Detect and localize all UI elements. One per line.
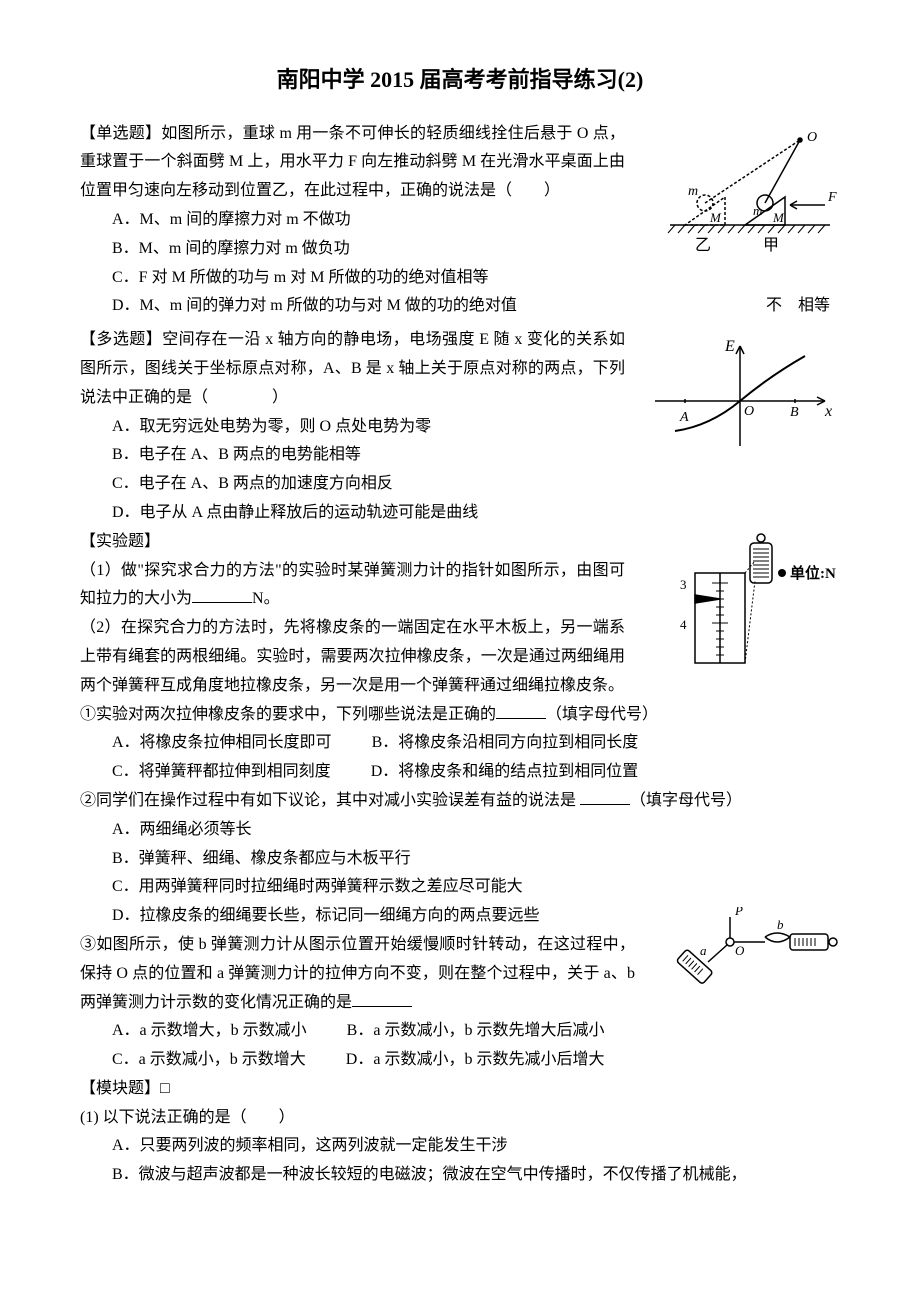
svg-text:单位:N: 单位:N [790,564,836,582]
q3-blank-3 [580,788,630,805]
q3-s3-row2: C．a 示数减小，b 示数增大D．a 示数减小，b 示数先减小后增大 [80,1046,840,1075]
q3-sub3-figure: P O a b [650,907,840,1008]
q3-blank-4 [352,990,412,1007]
svg-text:A: A [679,410,689,425]
q3-s1-row2: C．将弹簧秤都拉伸到相同刻度D．将橡皮条和绳的结点拉到相同位置 [80,758,840,787]
q4-p1: (1) 以下说法正确的是（ ） [80,1104,840,1133]
q3-sub2: ②同学们在操作过程中有如下议论，其中对减小实验误差有益的说法是 （填字母代号） [80,787,840,816]
q2-figure: E x A B O [640,331,840,462]
q4-option-b: B．微波与超声波都是一种波长较短的电磁波；微波在空气中传播时，不仅传播了机械能， [80,1161,840,1190]
q2-option-d: D．电子从 A 点由静止释放后的运动轨迹可能是曲线 [80,499,840,528]
q3-s2-a: A．两细绳必须等长 [80,816,840,845]
svg-text:O: O [807,130,817,145]
q4-option-a: A．只要两列波的频率相同，这两列波就一定能发生干涉 [80,1132,840,1161]
q3-sub1: ①实验对两次拉伸橡皮条的要求中，下列哪些说法是正确的（填字母代号） [80,701,840,730]
page-title: 南阳中学 2015 届高考考前指导练习(2) [80,60,840,100]
svg-text:B: B [790,405,799,420]
q3-s1-row1: A．将橡皮条拉伸相同长度即可B．将橡皮条沿相同方向拉到相同长度 [80,729,840,758]
svg-text:a: a [700,943,707,958]
q3-s3-row1: A．a 示数增大，b 示数减小B．a 示数减小，b 示数先增大后减小 [80,1017,840,1046]
svg-text:b: b [777,917,784,932]
q3-blank-1 [192,586,252,603]
svg-text:乙: 乙 [695,237,711,254]
svg-text:4: 4 [680,617,687,632]
svg-text:M: M [709,210,722,225]
q3-s2-c: C．用两弹簧秤同时拉细绳时两弹簧秤示数之差应尽可能大 [80,873,840,902]
svg-text:F: F [827,190,837,205]
q1-label: 【单选题】 [80,125,161,142]
svg-text:m: m [753,203,762,218]
q1-option-c: C．F 对 M 所做的功与 m 对 M 所做的功的绝对值相等 [80,264,840,293]
svg-text:甲: 甲 [763,237,779,254]
svg-text:m: m [688,184,698,199]
svg-text:E: E [724,338,735,355]
q2-option-c: C．电子在 A、B 两点的加速度方向相反 [80,470,840,499]
q3-s2-b: B．弹簧秤、细绳、橡皮条都应与木板平行 [80,845,840,874]
svg-text:P: P [734,907,743,918]
q3-blank-2 [496,702,546,719]
svg-text:O: O [735,943,745,958]
q3-figure: 3 4 单位:N [640,533,840,684]
svg-text:O: O [744,404,754,419]
svg-text:x: x [824,403,832,420]
svg-text:M: M [772,210,785,225]
q1-figure: O m m M M F 乙 甲 [640,125,840,266]
q4-label: 【模块题】□ [80,1075,840,1104]
svg-text:3: 3 [680,577,687,592]
q2-label: 【多选题】 [80,331,162,348]
